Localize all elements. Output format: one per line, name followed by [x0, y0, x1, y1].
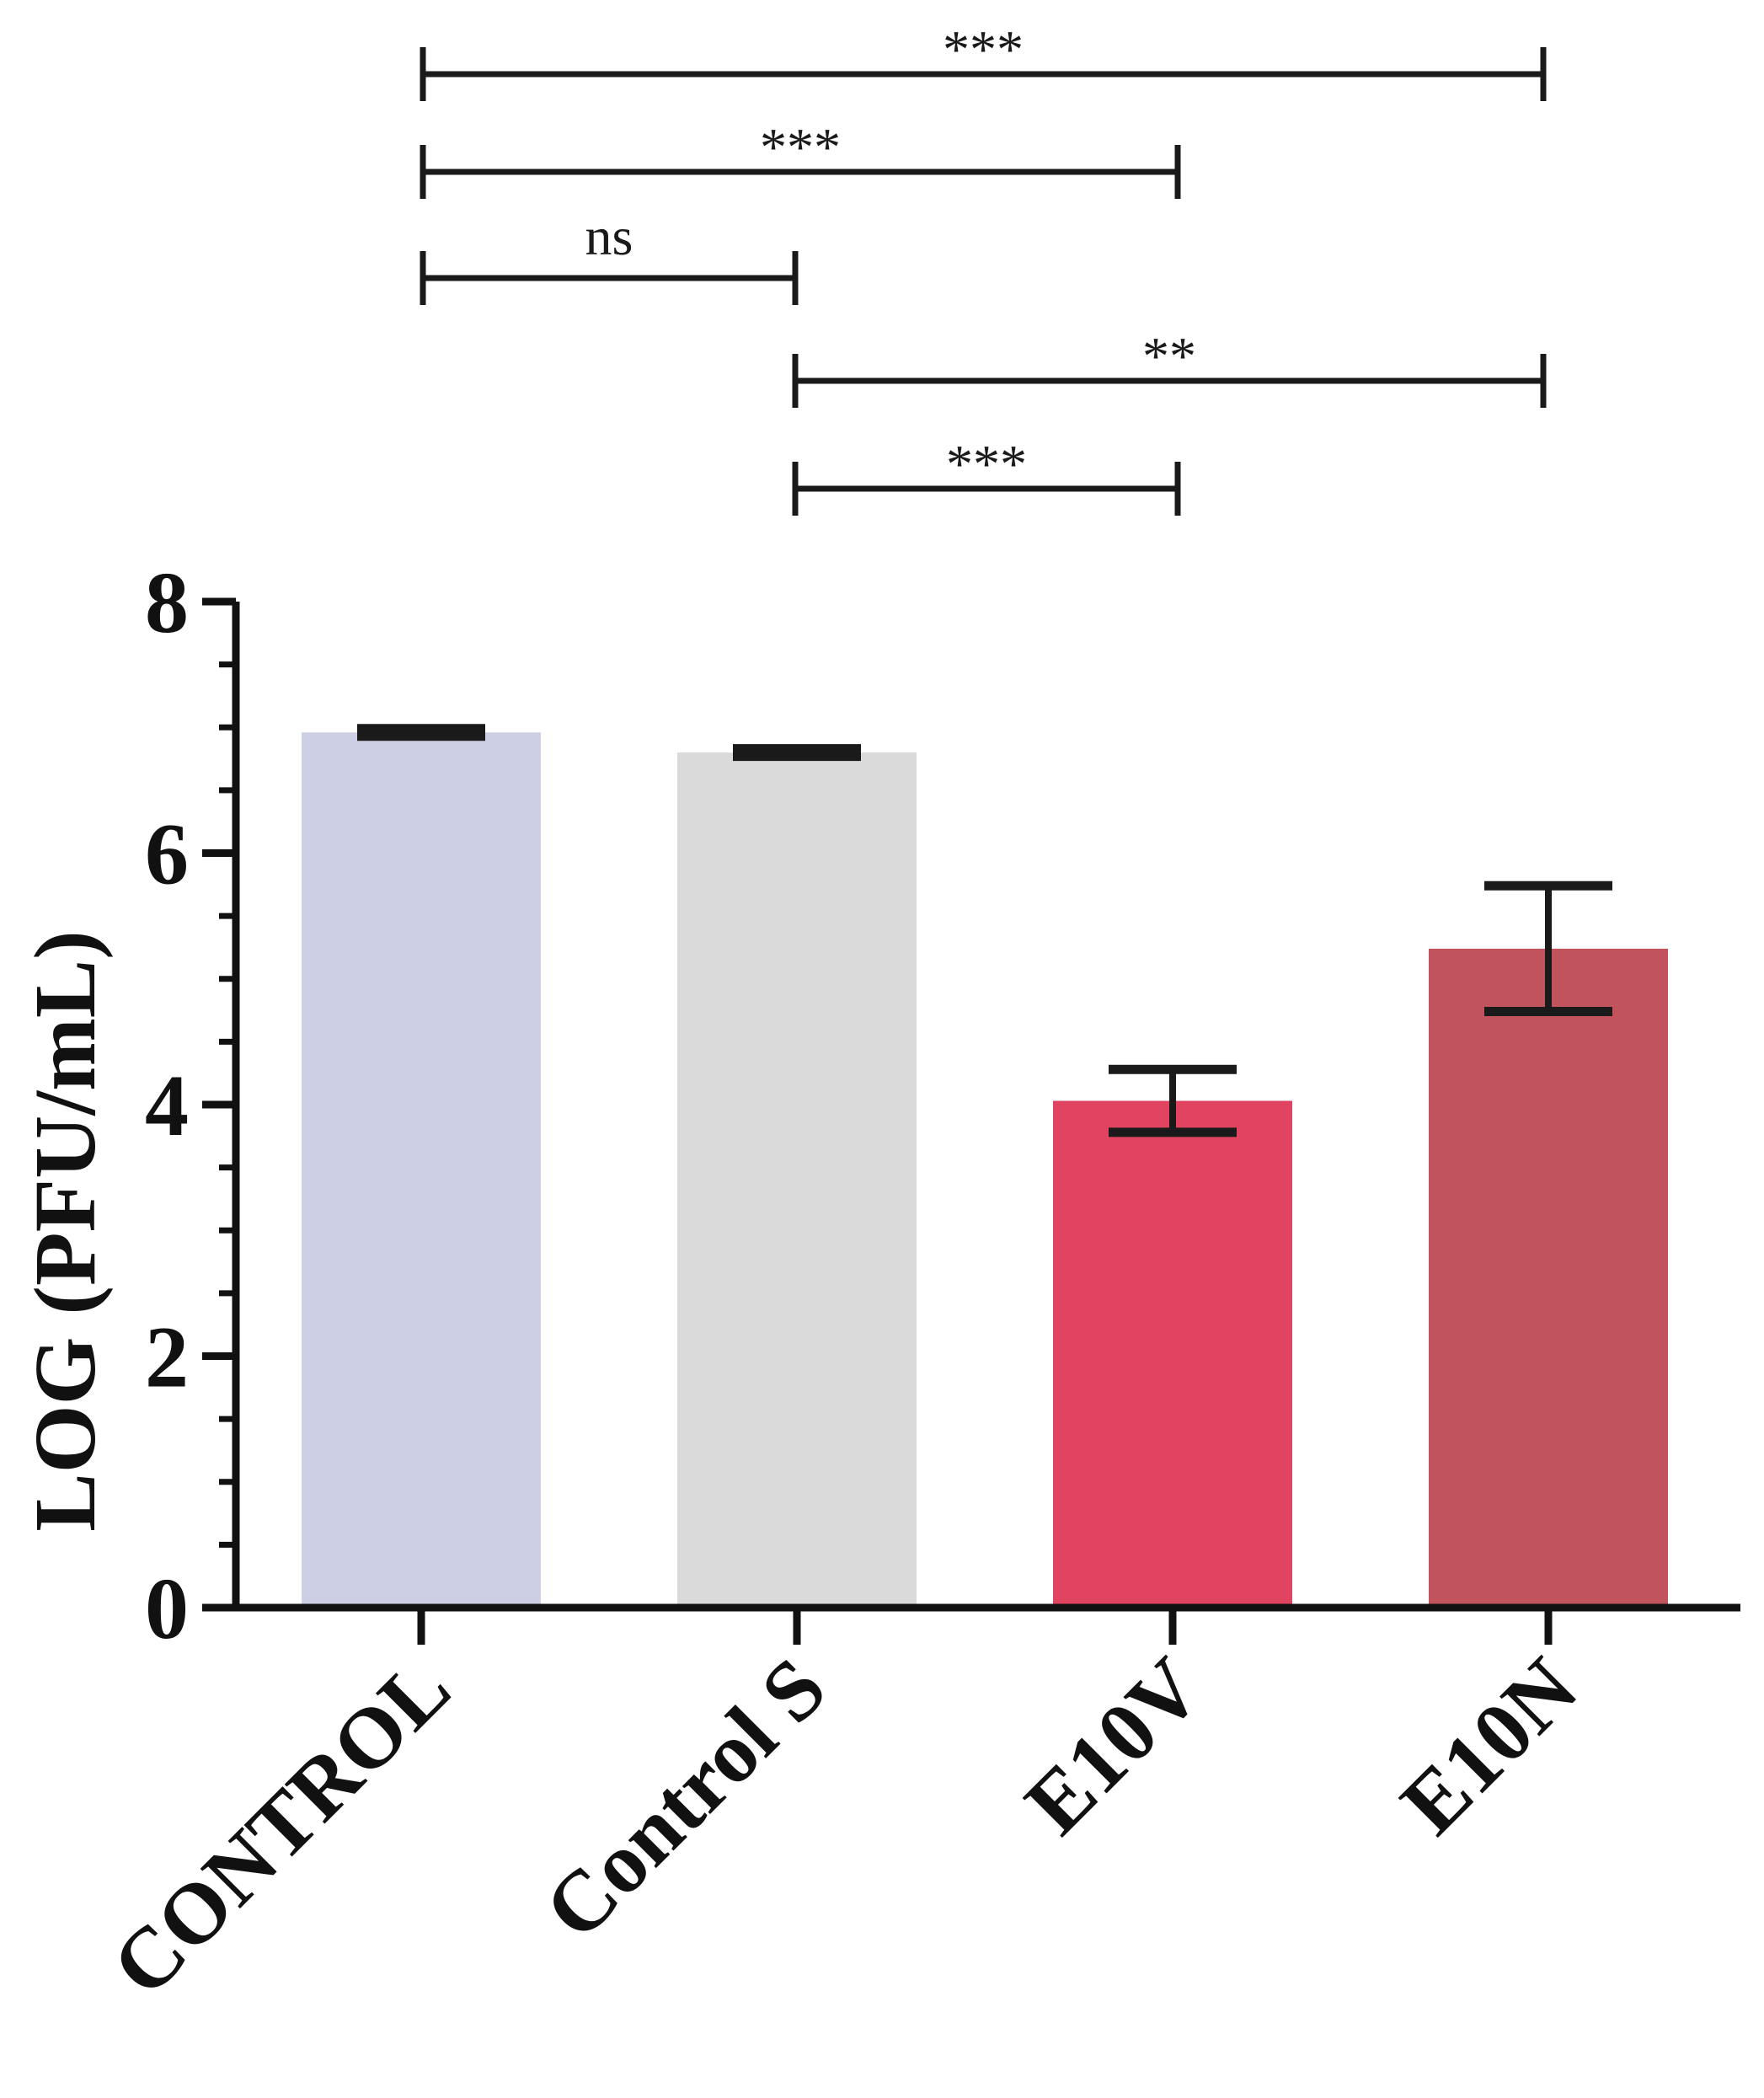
x-tick-label-control: CONTROL	[94, 1640, 469, 2015]
y-tick-label: 8	[145, 554, 189, 651]
x-tick-label-e10v: E10V	[1008, 1640, 1220, 1852]
x-tick-label-control-s: Control S	[527, 1640, 844, 1957]
significance-bracket: ***	[420, 19, 1547, 101]
error-bar-control-s	[733, 744, 861, 762]
y-tick-label: 4	[145, 1057, 189, 1154]
y-tick-label: 2	[145, 1309, 189, 1406]
y-tick-label: 6	[145, 806, 189, 903]
significance-layer: ******ns*****	[420, 19, 1547, 516]
bar-e10n	[1429, 948, 1668, 1608]
significance-label: ***	[943, 19, 1024, 79]
significance-label: ns	[585, 206, 633, 266]
bar-control	[302, 732, 541, 1608]
x-tick-label-e10n: E10N	[1383, 1640, 1596, 1852]
y-ticks-layer: 0 2 4 6 8	[145, 554, 236, 1657]
y-axis-title: LOG (PFU/mL)	[17, 930, 114, 1531]
y-tick-label: 0	[145, 1560, 189, 1657]
error-bar-control	[357, 724, 485, 741]
bars-layer	[302, 732, 1668, 1608]
bar-control-s	[677, 752, 917, 1608]
significance-label: **	[1142, 326, 1196, 386]
significance-bracket: **	[792, 326, 1547, 408]
bar-e10v	[1053, 1100, 1292, 1608]
error-bar-e10n	[1484, 880, 1612, 1017]
significance-label: ***	[946, 434, 1027, 494]
significance-bracket: ns	[420, 206, 799, 305]
error-bar-e10v	[1109, 1064, 1237, 1137]
x-ticks-layer: CONTROL Control S E10V E10N	[94, 1608, 1596, 2015]
significance-label: ***	[760, 117, 841, 177]
error-bars-layer	[357, 724, 1612, 1137]
significance-bracket: ***	[420, 117, 1181, 199]
significance-bracket: ***	[792, 434, 1181, 516]
